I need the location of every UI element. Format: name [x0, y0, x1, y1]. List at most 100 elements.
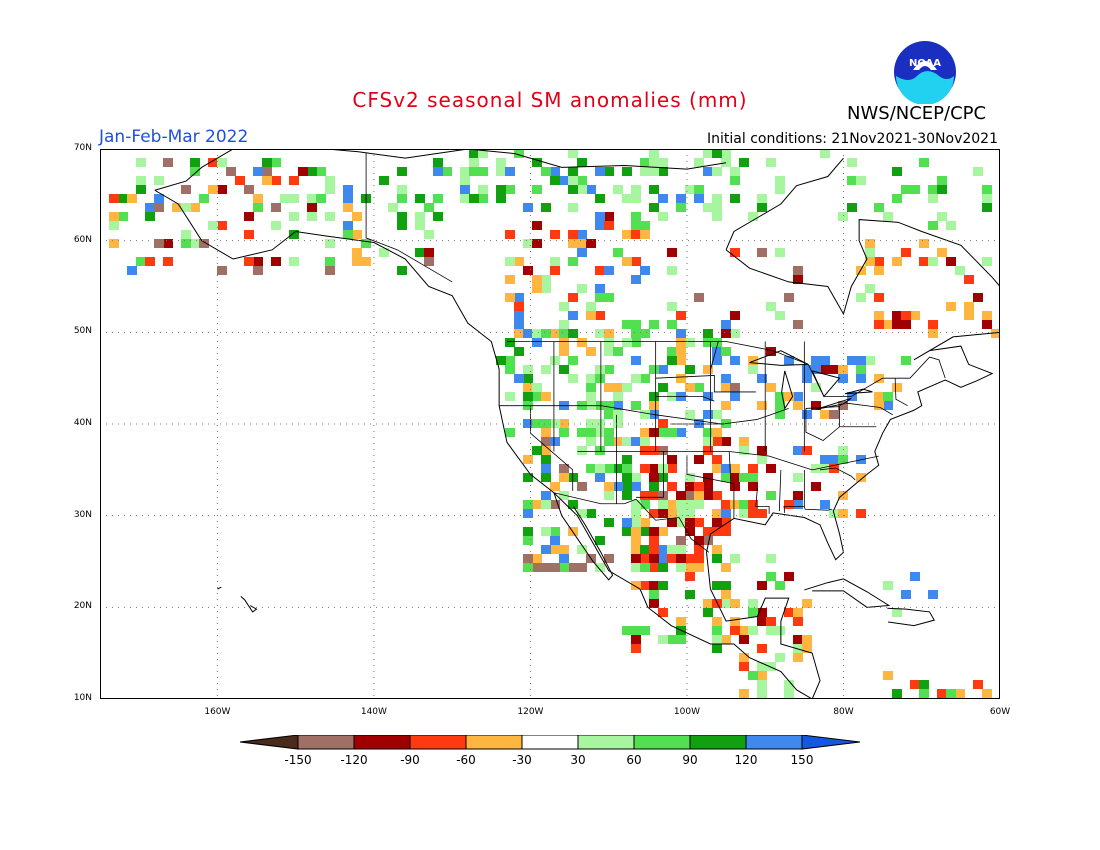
political-borders — [365, 152, 946, 553]
anomaly-cell — [649, 464, 659, 473]
anomaly-cell — [325, 239, 335, 248]
anomaly-cell — [577, 428, 587, 437]
anomaly-cell — [127, 266, 137, 275]
anomaly-cell — [541, 428, 551, 437]
anomaly-cell — [730, 617, 740, 626]
legend-swatch — [353, 735, 411, 750]
anomaly-cell — [649, 428, 659, 437]
anomaly-cell — [613, 392, 623, 401]
anomaly-cell — [712, 338, 722, 347]
anomaly-cell — [514, 347, 524, 356]
anomaly-cell — [244, 212, 254, 221]
anomaly-cell — [505, 257, 515, 266]
anomaly-cell — [883, 212, 893, 221]
anomaly-cell — [595, 221, 605, 230]
anomaly-cell — [721, 518, 731, 527]
anomaly-cell — [568, 500, 578, 509]
anomaly-cell — [703, 365, 713, 374]
anomaly-cell — [793, 320, 803, 329]
anomaly-cell — [928, 194, 938, 203]
anomaly-cell — [478, 185, 488, 194]
anomaly-cell — [694, 500, 704, 509]
anomaly-cell — [766, 572, 776, 581]
anomaly-cell — [955, 266, 965, 275]
anomaly-cell — [793, 392, 803, 401]
anomaly-cell — [424, 230, 434, 239]
anomaly-cell — [136, 257, 146, 266]
anomaly-cell — [631, 581, 641, 590]
anomaly-cell — [676, 194, 686, 203]
anomaly-cell — [649, 446, 659, 455]
legend-swatch — [633, 735, 691, 750]
anomaly-cell — [721, 149, 731, 158]
anomaly-cell — [541, 167, 551, 176]
anomaly-cell — [136, 176, 146, 185]
anomaly-cell — [766, 626, 776, 635]
anomaly-cell — [658, 545, 668, 554]
anomaly-cell — [253, 194, 263, 203]
anomaly-cell — [802, 599, 812, 608]
anomaly-cell — [676, 356, 686, 365]
anomaly-cell — [667, 518, 677, 527]
anomaly-cell — [874, 257, 884, 266]
anomaly-cell — [640, 428, 650, 437]
anomaly-cell — [190, 239, 200, 248]
anomaly-cell — [658, 464, 668, 473]
anomaly-cell — [901, 185, 911, 194]
anomaly-cell — [802, 374, 812, 383]
anomaly-cell — [622, 338, 632, 347]
anomaly-cell — [703, 473, 713, 482]
anomaly-cell — [586, 302, 596, 311]
anomaly-cell — [856, 266, 866, 275]
anomaly-cell — [721, 590, 731, 599]
anomaly-cell — [766, 383, 776, 392]
soil-moisture-map — [100, 149, 1000, 699]
anomaly-cell — [703, 203, 713, 212]
anomaly-cell — [748, 356, 758, 365]
anomaly-cell — [541, 284, 551, 293]
anomaly-cell — [325, 185, 335, 194]
anomaly-cell — [523, 329, 533, 338]
anomaly-cell — [730, 248, 740, 257]
chart-title: CFSv2 seasonal SM anomalies (mm) — [352, 88, 748, 112]
anomaly-cell — [928, 329, 938, 338]
anomaly-cell — [568, 374, 578, 383]
anomaly-cell — [541, 275, 551, 284]
anomaly-cell — [757, 644, 767, 653]
anomaly-cell — [262, 176, 272, 185]
anomaly-cell — [595, 563, 605, 572]
anomaly-cell — [604, 464, 614, 473]
anomaly-cell — [604, 266, 614, 275]
anomaly-cell — [658, 212, 668, 221]
anomaly-cell — [541, 491, 551, 500]
anomaly-cell — [730, 464, 740, 473]
anomaly-cell — [505, 293, 515, 302]
anomaly-cell — [667, 500, 677, 509]
anomaly-cell — [595, 311, 605, 320]
anomaly-cell — [352, 212, 362, 221]
anomaly-cell — [253, 167, 263, 176]
anomaly-cell — [532, 392, 542, 401]
anomaly-cell — [631, 374, 641, 383]
anomaly-cell — [847, 356, 857, 365]
anomaly-cell — [523, 509, 533, 518]
anomaly-cell — [685, 383, 695, 392]
anomaly-cell — [667, 266, 677, 275]
anomaly-cell — [271, 221, 281, 230]
latitude-label: 60N — [73, 234, 92, 245]
anomaly-cell — [739, 509, 749, 518]
anomaly-cell — [289, 212, 299, 221]
anomaly-cell — [559, 473, 569, 482]
anomaly-cell — [685, 554, 695, 563]
anomaly-cell — [343, 194, 353, 203]
anomaly-cell — [667, 509, 677, 518]
anomaly-cell — [919, 680, 929, 689]
anomaly-cell — [163, 158, 173, 167]
anomaly-cell — [649, 599, 659, 608]
anomaly-cell — [145, 212, 155, 221]
anomaly-cell — [496, 158, 506, 167]
anomaly-cell — [568, 329, 578, 338]
anomaly-cell — [937, 248, 947, 257]
anomaly-cell — [640, 527, 650, 536]
anomaly-cell — [271, 257, 281, 266]
